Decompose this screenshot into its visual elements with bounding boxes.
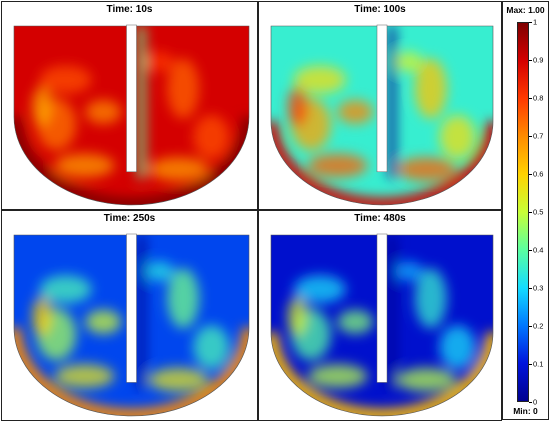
colorbar-tick-label: 0.3 (533, 283, 544, 293)
colorbar-tick-mark (529, 250, 532, 251)
panel-title: Time: 250s (103, 213, 156, 224)
colorbar-tick-mark (529, 326, 532, 327)
panel-title: Time: 100s (354, 4, 406, 15)
colorbar-tick-label: 0.6 (533, 169, 544, 179)
panel-time-250s: Time: 250s (1, 210, 258, 421)
colorbar-tick-mark (529, 364, 532, 365)
center-baffle (126, 233, 137, 383)
colorbar-min-label: Min: 0 (513, 406, 538, 416)
colorbar-tick-mark (529, 22, 532, 23)
colorbar-tick-mark (529, 174, 532, 175)
center-baffle (376, 233, 388, 383)
vessel-contour-plot (270, 233, 494, 417)
colorbar-tick-label: 1 (533, 17, 538, 27)
colorbar-tick-label: 0.1 (533, 359, 544, 369)
center-baffle (126, 24, 137, 173)
colorbar-tick-label: 0.5 (533, 207, 544, 217)
colorbar-tick-label: 0.7 (533, 131, 544, 141)
vessel-field (14, 26, 249, 205)
colorbar-max-label: Max: 1.00 (506, 5, 545, 15)
panel-title: Time: 480s (354, 213, 406, 224)
vessel-outline (13, 234, 250, 417)
colorbar-tick-label: 0.4 (533, 245, 544, 255)
colorbar-tick-mark (529, 98, 532, 99)
colorbar: Max: 1.00 1 0.9 0.8 0.7 0.6 0.5 0.4 0.3 0.2 0.1 0 … (502, 1, 549, 420)
colorbar-gradient (517, 22, 529, 402)
colorbar-tick-label: 0.9 (533, 55, 544, 65)
colorbar-tick-mark (529, 288, 532, 289)
colorbar-tick-mark (529, 212, 532, 213)
vessel-outline (270, 234, 494, 417)
colorbar-tick-label: 0.8 (533, 93, 544, 103)
panel-time-480s: Time: 480s (258, 210, 502, 421)
panel-time-10s: Time: 10s (1, 1, 258, 210)
panel-title: Time: 10s (106, 4, 153, 15)
vessel-outline (270, 25, 494, 206)
panel-time-100s: Time: 100s (258, 1, 502, 210)
colorbar-tick-mark (529, 136, 532, 137)
colorbar-tick-mark (529, 60, 532, 61)
vessel-contour-plot (13, 233, 250, 417)
colorbar-tick-label: 0.2 (533, 321, 544, 331)
center-baffle (376, 24, 388, 173)
vessel-contour-plot (270, 24, 494, 206)
vessel-contour-plot (13, 24, 250, 206)
colorbar-tick-label: 0 (533, 397, 538, 407)
vessel-outline (13, 25, 250, 206)
colorbar-tick-mark (529, 402, 532, 403)
